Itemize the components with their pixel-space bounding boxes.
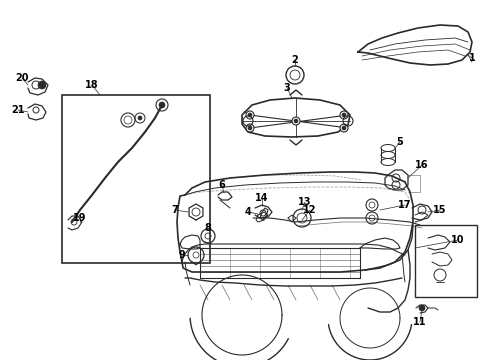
Bar — [62, 95, 209, 263]
Circle shape — [291, 117, 299, 125]
Circle shape — [245, 124, 253, 132]
Text: 7: 7 — [171, 205, 178, 215]
Circle shape — [159, 102, 164, 108]
Text: 8: 8 — [204, 223, 211, 233]
Circle shape — [341, 113, 346, 117]
Circle shape — [247, 113, 251, 117]
Text: 20: 20 — [15, 73, 29, 83]
Circle shape — [247, 126, 251, 130]
Text: 21: 21 — [11, 105, 25, 115]
Circle shape — [293, 119, 297, 123]
Text: 11: 11 — [412, 317, 426, 327]
Text: 3: 3 — [283, 83, 290, 93]
Text: 12: 12 — [303, 205, 316, 215]
Circle shape — [341, 126, 346, 130]
Text: 14: 14 — [255, 193, 268, 203]
Text: 18: 18 — [85, 80, 99, 90]
Circle shape — [418, 305, 424, 311]
Text: 9: 9 — [178, 250, 185, 260]
Circle shape — [245, 111, 253, 119]
Text: 5: 5 — [396, 137, 403, 147]
Text: 16: 16 — [414, 160, 428, 170]
Text: 1: 1 — [468, 53, 474, 63]
Circle shape — [38, 81, 46, 89]
Text: 15: 15 — [432, 205, 446, 215]
Text: 4: 4 — [244, 207, 251, 217]
Text: 13: 13 — [298, 197, 311, 207]
Text: 10: 10 — [450, 235, 464, 245]
Circle shape — [339, 111, 347, 119]
Bar — [414, 225, 476, 297]
Text: 17: 17 — [397, 200, 411, 210]
Text: 6: 6 — [218, 180, 225, 190]
Circle shape — [339, 124, 347, 132]
Text: 19: 19 — [73, 213, 86, 223]
Text: 2: 2 — [291, 55, 298, 65]
Circle shape — [138, 116, 142, 120]
